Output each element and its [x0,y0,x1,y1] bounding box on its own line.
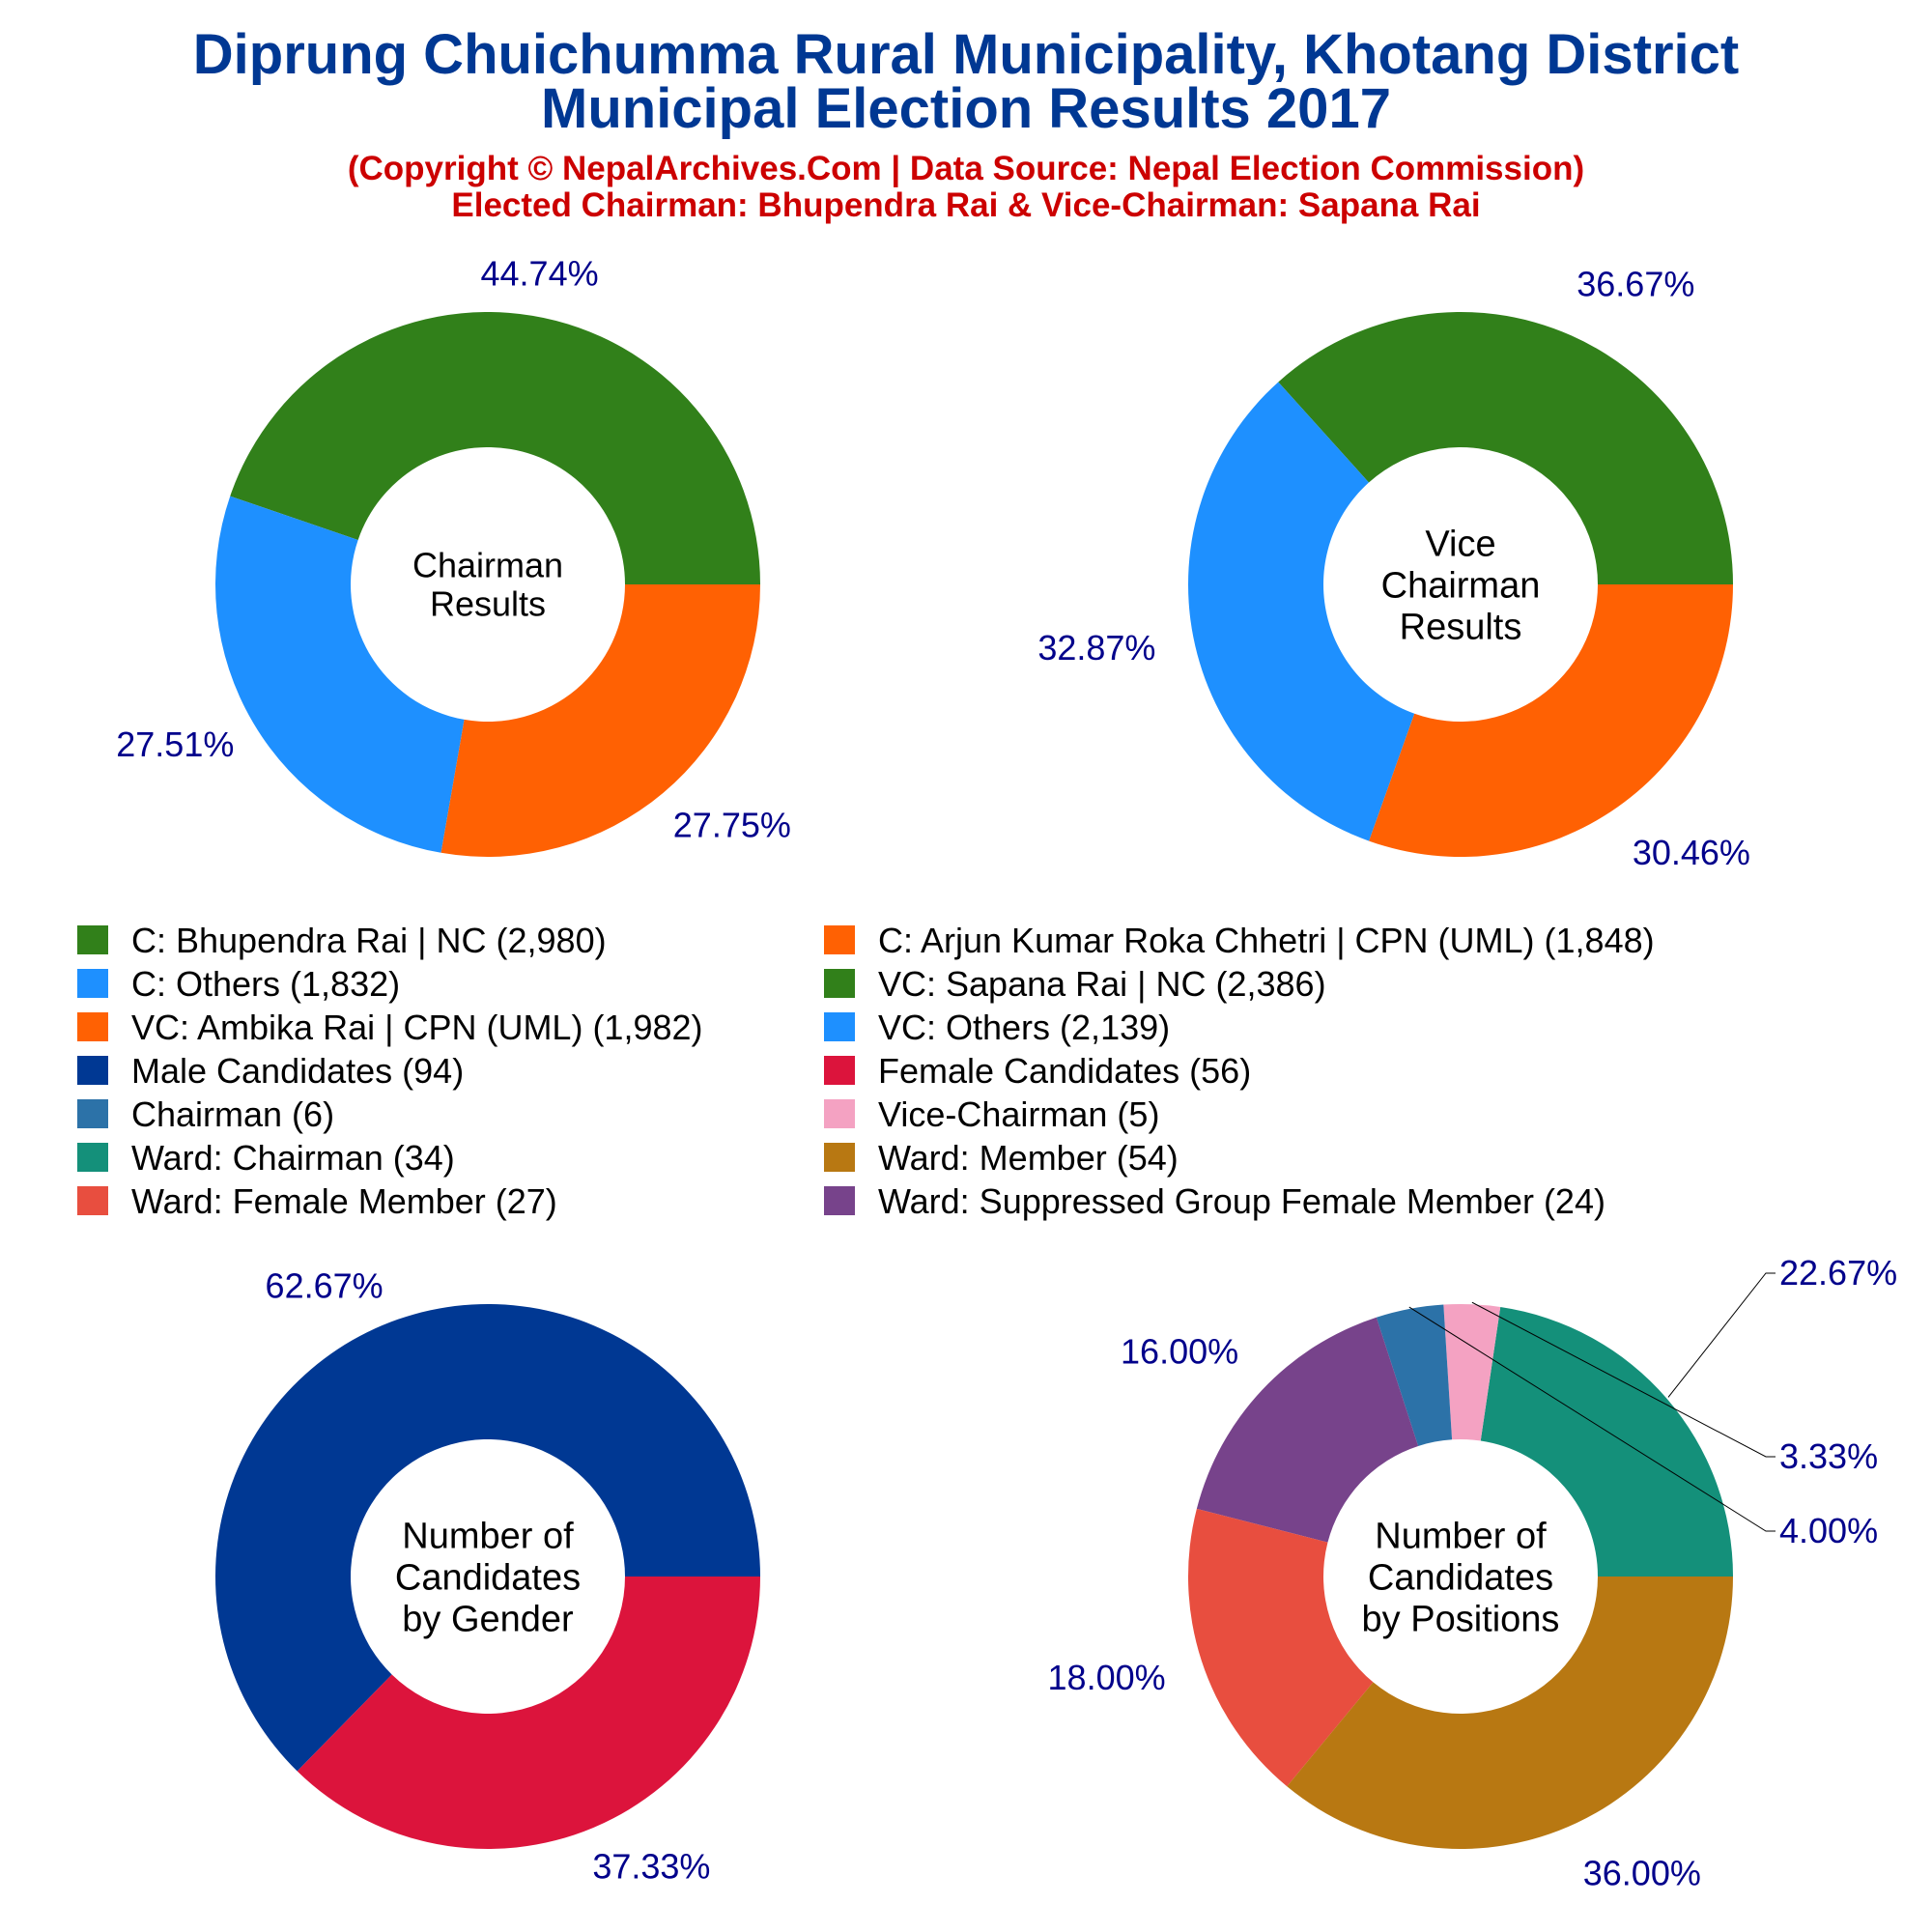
donut-slice [214,1304,761,1772]
donut-slice [1287,1577,1733,1850]
slice-percent-label: 27.51% [116,724,234,764]
legend-swatch [824,1012,855,1041]
chart-subtitle-copyright: (Copyright © NepalArchives.Com | Data So… [348,150,1584,187]
legend-label: VC: Ambika Rai | CPN (UML) (1,982) [131,1008,703,1047]
donut-center-label: Candidates [1368,1557,1553,1598]
donut-center-label: Chairman [1381,565,1541,606]
donut-slice [214,496,465,853]
label-leader-line [1471,1301,1776,1458]
legend-swatch [77,969,108,998]
donut-slice [1443,1304,1501,1441]
donut-center-label: by Gender [402,1599,574,1639]
donut-center-label: Number of [402,1516,574,1556]
legend-label: Ward: Female Member (27) [131,1181,557,1221]
legend-swatch [824,1099,855,1128]
chart-title-line2: Municipal Election Results 2017 [541,77,1391,140]
slice-percent-label: 32.87% [1037,628,1155,668]
slice-percent-label: 44.74% [481,253,599,293]
donut-slice [1278,312,1733,584]
slice-percent-label: 27.75% [673,806,791,845]
legend-item: C: Bhupendra Rai | NC (2,980) [77,921,607,960]
legend-label: C: Bhupendra Rai | NC (2,980) [131,921,607,960]
legend-swatch [824,925,855,954]
slice-percent-label: 37.33% [592,1847,710,1887]
legend-swatch [824,1056,855,1085]
legend-swatch [77,1186,108,1215]
slice-percent-label: 36.00% [1583,1854,1701,1893]
legend-swatch [824,969,855,998]
donut-center-label: by Positions [1362,1599,1560,1639]
slice-percent-label: 4.00% [1779,1511,1878,1550]
donut-slice [1196,1317,1419,1543]
legend-swatch [824,1143,855,1172]
legend-item: VC: Sapana Rai | NC (2,386) [824,964,1326,1004]
legend-label: Ward: Suppressed Group Female Member (24… [878,1181,1605,1221]
legend-swatch [77,1099,108,1128]
legend-label: Ward: Member (54) [878,1138,1179,1178]
legend-label: VC: Sapana Rai | NC (2,386) [878,964,1326,1004]
legend-label: Male Candidates (94) [131,1051,464,1091]
label-leader-line [1667,1272,1776,1398]
legend-label: C: Others (1,832) [131,964,400,1004]
donut-slice [1480,1307,1733,1577]
legend-swatch [77,1143,108,1172]
donut-slice [1376,1304,1453,1446]
donut-center-label: Results [430,584,546,624]
donut-slice [1369,584,1733,857]
legend-item: C: Arjun Kumar Roka Chhetri | CPN (UML) … [824,921,1655,960]
slice-percent-label: 3.33% [1779,1436,1878,1476]
donut-center-label: Candidates [395,1557,581,1598]
legend: C: Bhupendra Rai | NC (2,980) C: Arjun Ku… [77,921,1655,1221]
slice-percent-label: 22.67% [1779,1253,1897,1293]
donut-slice [1187,382,1415,841]
legend-item: C: Others (1,832) [77,964,400,1004]
legend-label: C: Arjun Kumar Roka Chhetri | CPN (UML) … [878,921,1655,960]
donut-charts: 44.74%27.51%27.75%ChairmanResults36.67%3… [116,253,1897,1892]
donut-slice [230,312,760,584]
slice-percent-label: 62.67% [266,1265,384,1305]
label-leader-line [1408,1306,1776,1532]
chart-title-line1: Diprung Chuichumma Rural Municipality, K… [193,23,1739,86]
donut-slice [1188,1508,1374,1787]
legend-item: Ward: Member (54) [824,1138,1179,1178]
legend-item: Female Candidates (56) [824,1051,1251,1091]
donut-center-label: Results [1400,607,1522,647]
legend-swatch [77,925,108,954]
legend-item: Chairman (6) [77,1094,334,1134]
donut-center-label: Vice [1425,524,1495,564]
donut-slice [440,584,760,857]
slice-percent-label: 30.46% [1633,833,1750,872]
legend-swatch [77,1012,108,1041]
legend-label: Chairman (6) [131,1094,334,1134]
legend-label: Female Candidates (56) [878,1051,1251,1091]
legend-item: Ward: Female Member (27) [77,1181,557,1221]
legend-swatch [824,1186,855,1215]
legend-item: Male Candidates (94) [77,1051,464,1091]
legend-item: Vice-Chairman (5) [824,1094,1159,1134]
chart-subtitle-elected: Elected Chairman: Bhupendra Rai & Vice-C… [451,186,1480,224]
slice-percent-label: 18.00% [1048,1658,1166,1697]
donut-slice [297,1577,760,1849]
donut-center-label: Number of [1375,1516,1547,1556]
legend-label: Ward: Chairman (34) [131,1138,455,1178]
legend-swatch [77,1056,108,1085]
legend-label: Vice-Chairman (5) [878,1094,1159,1134]
donut-chart-4: 22.67% 3.33% 4.00% 16.00% 18.00% 36.00% Number… [1048,1253,1898,1893]
donut-center-label: Chairman [412,546,563,585]
legend-item: VC: Ambika Rai | CPN (UML) (1,982) [77,1008,703,1047]
legend-item: Ward: Suppressed Group Female Member (24… [824,1181,1605,1221]
slice-percent-label: 16.00% [1121,1331,1238,1371]
legend-label: VC: Others (2,139) [878,1008,1170,1047]
slice-percent-label: 36.67% [1577,264,1694,303]
legend-item: VC: Others (2,139) [824,1008,1170,1047]
legend-item: Ward: Chairman (34) [77,1138,455,1178]
